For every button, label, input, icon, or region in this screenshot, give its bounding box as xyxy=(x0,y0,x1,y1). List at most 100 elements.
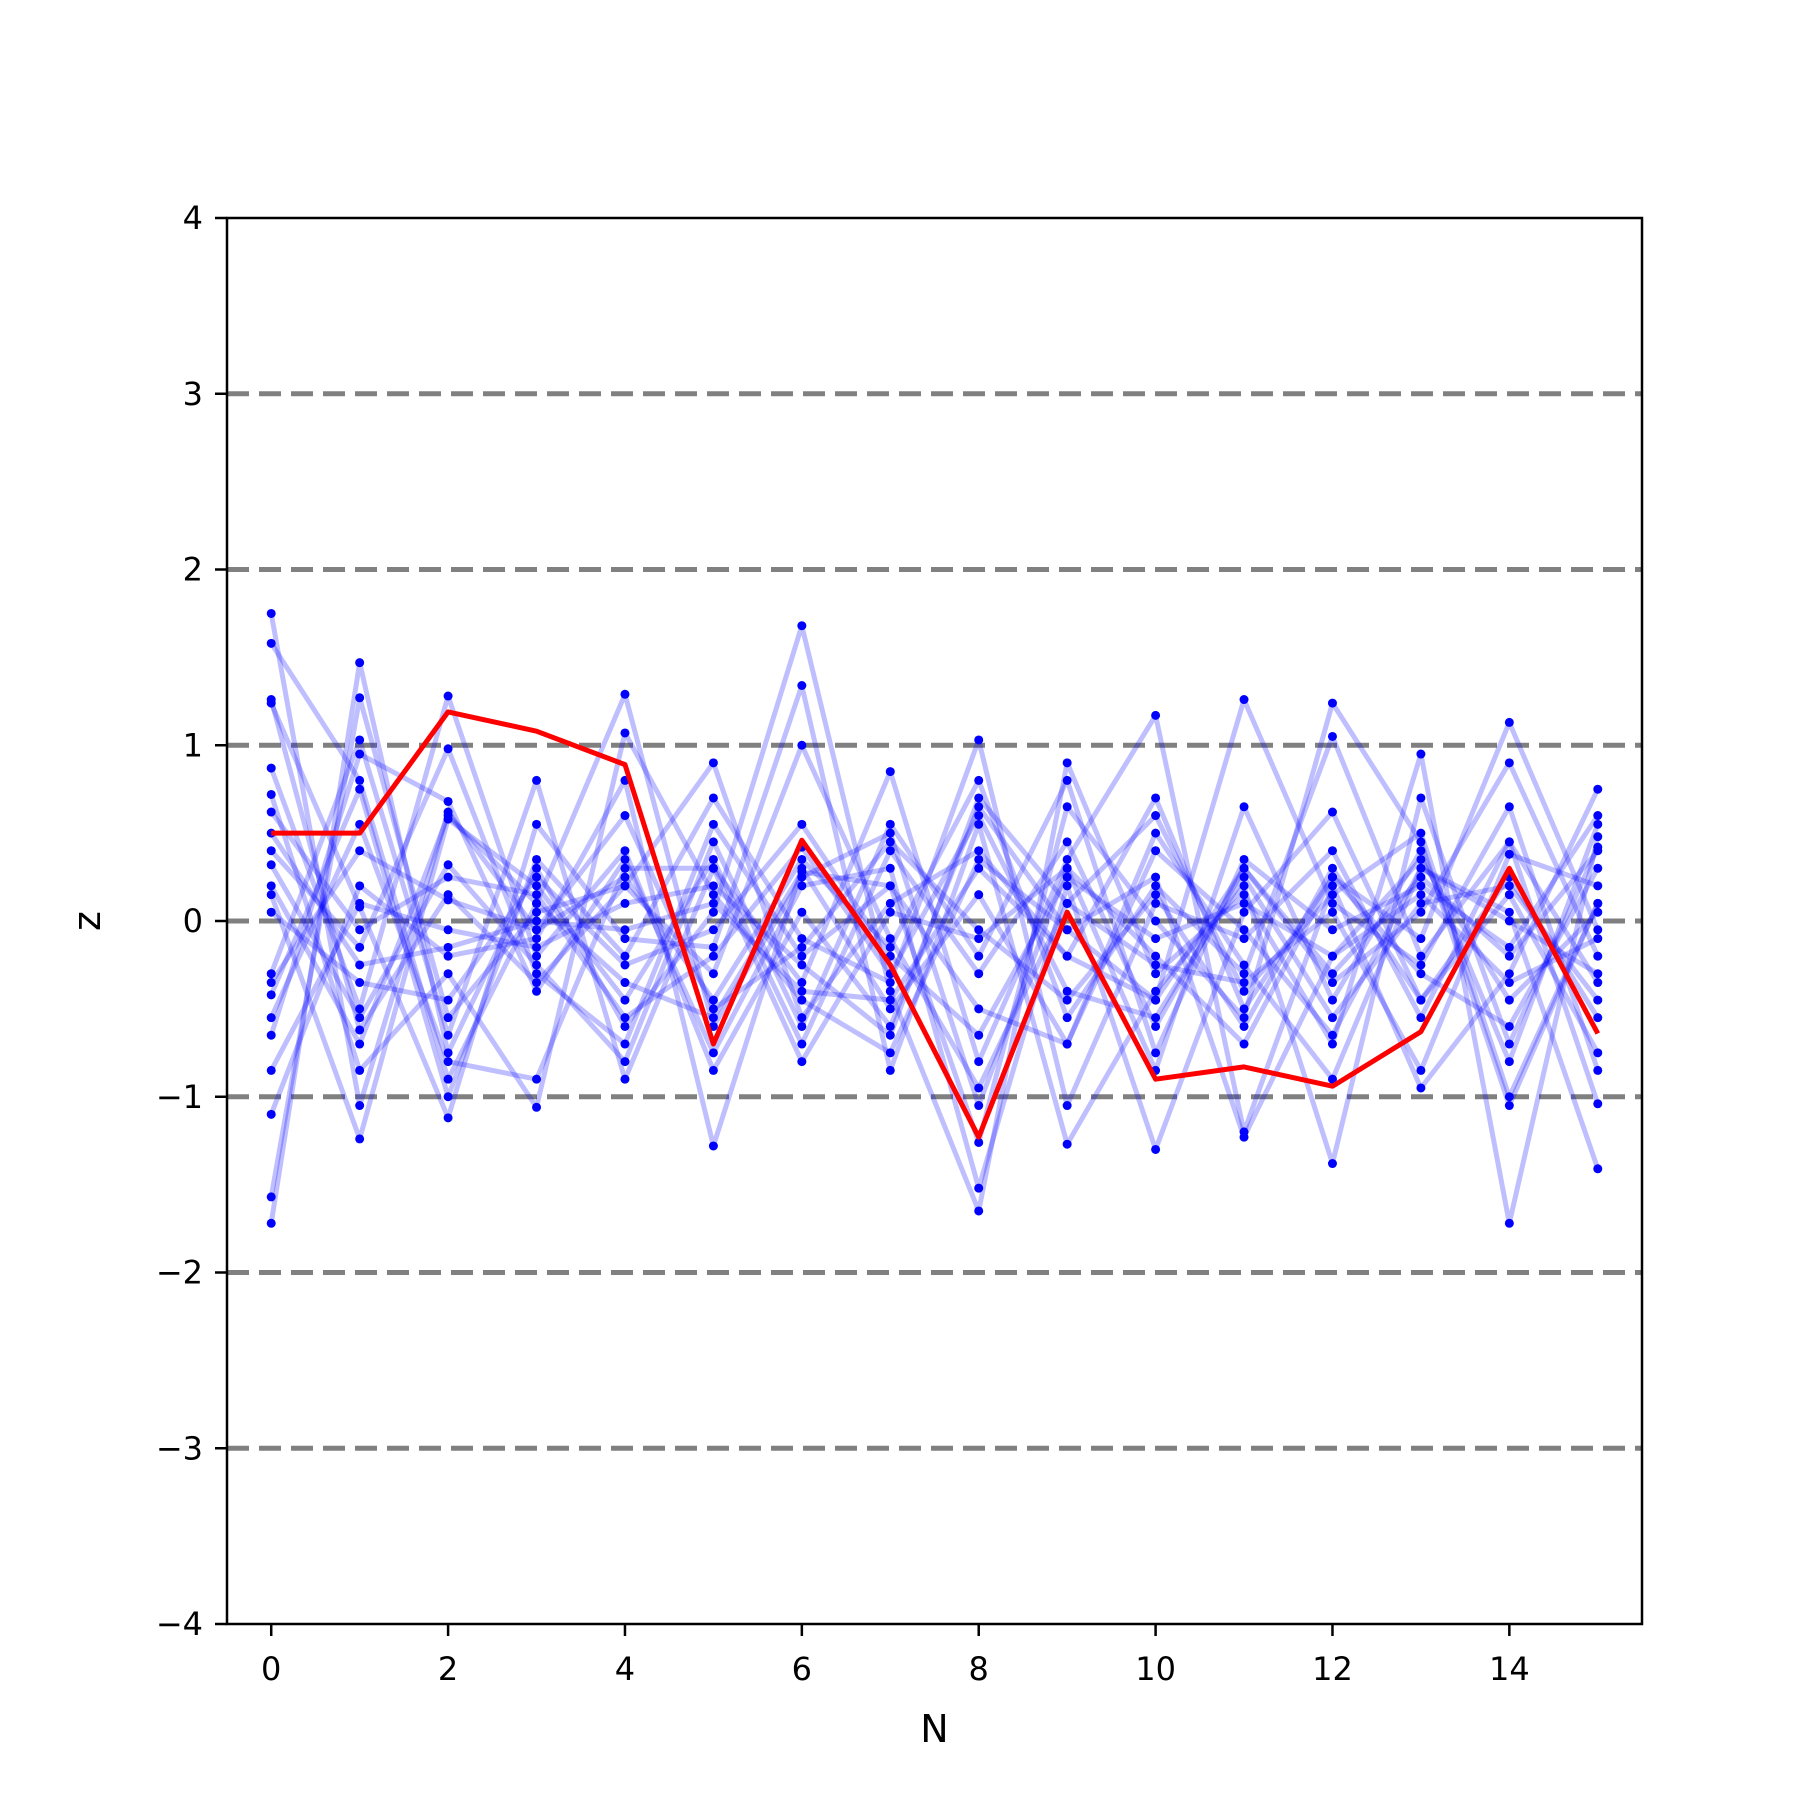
background-series-line xyxy=(269,810,1600,1021)
x-tick-label: 4 xyxy=(615,1650,635,1688)
background-point xyxy=(532,978,542,988)
background-point xyxy=(708,758,718,768)
background-point xyxy=(1151,872,1161,882)
background-point xyxy=(443,1092,453,1102)
background-point xyxy=(1062,758,1072,768)
background-series-line xyxy=(269,700,1601,1145)
background-point xyxy=(1327,731,1337,741)
background-point xyxy=(974,846,984,856)
background-point xyxy=(1239,960,1249,970)
background-point xyxy=(1593,995,1603,1005)
background-point xyxy=(885,934,895,944)
background-point xyxy=(1416,1065,1426,1075)
background-point xyxy=(532,881,542,891)
background-point xyxy=(1327,1030,1337,1040)
background-point xyxy=(1504,717,1514,727)
background-point xyxy=(885,907,895,917)
background-point xyxy=(532,819,542,829)
background-point xyxy=(266,608,276,618)
background-point xyxy=(1416,898,1426,908)
background-point xyxy=(1327,698,1337,708)
background-point xyxy=(532,775,542,785)
background-point xyxy=(885,881,895,891)
background-series-line xyxy=(268,737,1601,1108)
background-point xyxy=(974,1030,984,1040)
background-point xyxy=(1239,986,1249,996)
background-point xyxy=(1593,978,1603,988)
background-point xyxy=(1593,832,1603,842)
background-point xyxy=(1504,1021,1514,1031)
background-point xyxy=(532,986,542,996)
background-point xyxy=(1593,863,1603,873)
background-point xyxy=(1062,1101,1072,1111)
background-point xyxy=(355,735,365,745)
background-point xyxy=(620,951,630,961)
background-point xyxy=(266,846,276,856)
background-point xyxy=(708,881,718,891)
background-point xyxy=(797,1013,807,1023)
background-series-line xyxy=(269,831,1600,1003)
background-point xyxy=(532,1102,542,1112)
background-point xyxy=(797,680,807,690)
background-point xyxy=(974,1137,984,1147)
background-point xyxy=(797,960,807,970)
background-point xyxy=(1504,942,1514,952)
background-point xyxy=(443,1030,453,1040)
background-point xyxy=(1327,969,1337,979)
background-point xyxy=(1062,925,1072,935)
background-point xyxy=(1151,1021,1161,1031)
background-point xyxy=(532,942,542,952)
background-point xyxy=(355,925,365,935)
background-point xyxy=(266,978,276,988)
background-point xyxy=(1593,1048,1603,1058)
background-point xyxy=(266,990,276,1000)
background-point xyxy=(974,1004,984,1014)
background-point xyxy=(266,907,276,917)
background-point xyxy=(1062,837,1072,847)
background-point xyxy=(708,819,718,829)
background-point xyxy=(1416,793,1426,803)
background-point xyxy=(1239,969,1249,979)
y-tick-label: 1 xyxy=(183,726,203,764)
background-point xyxy=(1239,1039,1249,1049)
background-point xyxy=(266,1218,276,1228)
background-point xyxy=(797,934,807,944)
background-point xyxy=(620,854,630,864)
background-point xyxy=(620,1021,630,1031)
background-point xyxy=(1416,837,1426,847)
background-point xyxy=(1416,863,1426,873)
background-point xyxy=(266,763,276,773)
background-point xyxy=(1062,854,1072,864)
background-point xyxy=(1151,916,1161,926)
background-point xyxy=(1327,872,1337,882)
background-point xyxy=(797,740,807,750)
background-point xyxy=(620,1013,630,1023)
main-series-line xyxy=(271,709,1601,1140)
background-point xyxy=(708,837,718,847)
background-point xyxy=(266,890,276,900)
background-point xyxy=(1504,1057,1514,1067)
background-point xyxy=(1504,978,1514,988)
background-point xyxy=(1151,890,1161,900)
background-point xyxy=(1239,1021,1249,1031)
background-point xyxy=(1416,907,1426,917)
background-point xyxy=(1239,863,1249,873)
background-point xyxy=(1416,934,1426,944)
background-point xyxy=(355,1004,365,1014)
background-point xyxy=(1504,907,1514,917)
background-point xyxy=(1416,854,1426,864)
background-point xyxy=(1416,846,1426,856)
background-point xyxy=(1504,1218,1514,1228)
background-point xyxy=(797,951,807,961)
background-point xyxy=(1327,898,1337,908)
background-point xyxy=(443,1048,453,1058)
background-point xyxy=(1327,978,1337,988)
background-series-line xyxy=(268,760,1601,1142)
background-point xyxy=(708,1048,718,1058)
background-point xyxy=(797,1021,807,1031)
background-point xyxy=(1151,881,1161,891)
background-point xyxy=(1062,1013,1072,1023)
background-point xyxy=(1062,1139,1072,1149)
